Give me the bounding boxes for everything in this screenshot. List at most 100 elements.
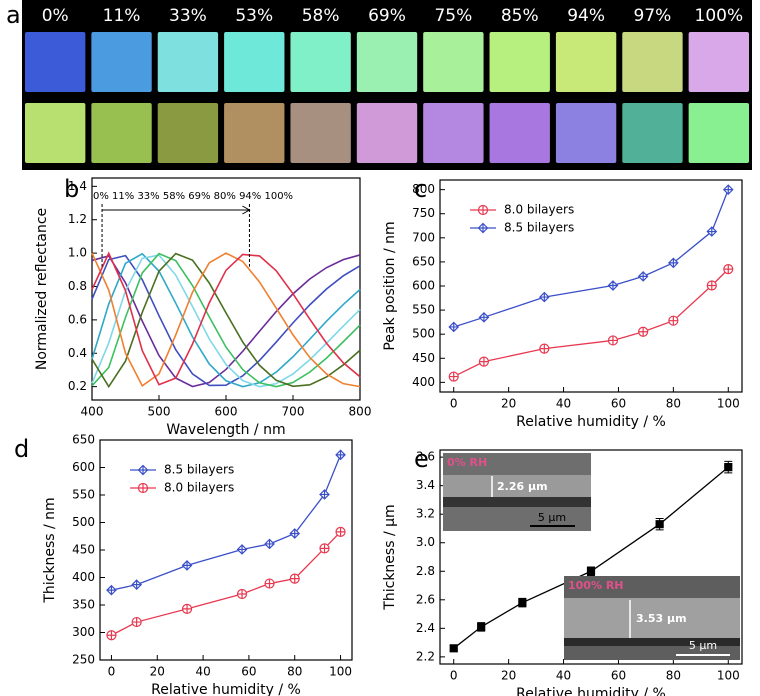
film-photo [157,32,219,92]
y-tick-label: 0.8 [68,279,87,293]
sem-inset: 0% RH 2.26 μm 5 μm [443,453,591,531]
film-photo [622,32,683,92]
legend-label: 8.0 bilayers [164,481,234,495]
y-tick-label: 3.2 [416,507,435,521]
panel-label: c [414,175,427,203]
column-label: 69% [368,6,406,26]
data-point [448,371,459,382]
data-point [131,579,143,590]
data-point [706,226,718,237]
film-photo [224,32,285,92]
film-photo [555,32,617,92]
panel-label: e [414,445,429,473]
y-tick-label: 400 [72,570,95,584]
inset-thickness: 3.53 μm [636,612,687,625]
legend-label: 8.0 bilayers [504,203,574,217]
series-line [111,454,342,591]
film-photo [688,103,749,163]
y-tick-label: 0.6 [68,312,87,326]
inset-title: 100% RH [568,579,624,592]
column-label: 11% [103,6,141,26]
x-tick-label: 60 [611,669,626,683]
data-point [264,578,275,589]
plot-frame [439,449,743,665]
annotation: 0% 11% 33% 58% 69% 80% 94% 100% [93,191,293,202]
x-tick-label: 0 [108,665,116,679]
data-point [668,315,679,326]
x-tick-label: 0 [450,397,458,411]
legend-marker [477,222,489,234]
panel-label: b [64,175,79,203]
data-point [722,184,734,195]
y-tick-label: 400 [412,375,435,389]
inset-title: 0% RH [447,456,487,469]
y-tick-label: 350 [72,598,95,612]
data-point [638,326,649,337]
y-tick-label: 650 [412,254,435,268]
series-line [111,531,342,636]
y-tick-label: 2.6 [416,592,435,606]
column-label: 94% [567,6,605,26]
x-tick-label: 0 [450,669,458,683]
x-tick-label: 100 [329,665,352,679]
data-point [319,543,330,554]
data-point [181,560,193,571]
panel-label: d [14,435,29,463]
data-point [607,280,619,291]
column-label: 75% [434,6,472,26]
x-tick-label: 20 [501,397,516,411]
film-photo [91,32,152,92]
column-label: 58% [302,6,340,26]
data-point [106,584,117,596]
y-tick-label: 550 [412,303,435,317]
y-tick-label: 0.4 [68,346,87,360]
x-tick-label: 100 [717,397,740,411]
y-tick-label: 500 [72,515,95,529]
series-line [91,254,361,387]
y-tick-label: 450 [412,351,435,365]
y-tick-label: 800 [412,182,435,196]
x-tick-label: 800 [349,405,372,419]
film-photo [290,32,351,92]
y-tick-label: 450 [72,543,95,557]
y-tick-label: 0.2 [68,379,87,393]
y-tick-label: 700 [412,230,435,244]
film-photo [489,103,550,163]
data-point [289,573,300,584]
y-tick-label: 750 [412,206,435,220]
data-point [448,321,460,333]
scale-label: 5 μm [538,511,566,524]
film-photo [224,103,285,163]
data-point [478,311,490,323]
data-point [518,598,527,607]
x-tick-label: 40 [195,665,210,679]
x-tick-label: 80 [666,397,681,411]
annotation-arrow [102,205,251,215]
x-axis-title: Wavelength / nm [166,422,285,438]
data-point [723,264,734,275]
series-line [453,268,729,378]
y-tick-label: 650 [72,433,95,447]
y-tick-label: 500 [412,327,435,341]
inset-substrate [443,497,591,507]
series-line [91,252,361,388]
data-point [607,335,619,346]
y-tick-label: 3.0 [416,535,435,549]
y-tick-label: 1.2 [68,212,87,226]
data-point [539,343,550,354]
data-point [335,526,346,537]
data-point [477,622,486,632]
film-photo [555,103,617,163]
data-point [637,271,649,282]
data-point [668,257,679,269]
y-tick-label: 2.8 [416,564,435,578]
data-point [724,463,733,472]
legend-marker [137,464,149,476]
y-tick-label: 3.4 [416,478,435,492]
y-tick-label: 600 [412,279,435,293]
inset-layer [443,475,591,497]
y-axis-title: Thickness / μm [382,504,398,610]
x-tick-label: 60 [241,665,256,679]
data-point [319,489,330,500]
data-point [264,538,275,550]
